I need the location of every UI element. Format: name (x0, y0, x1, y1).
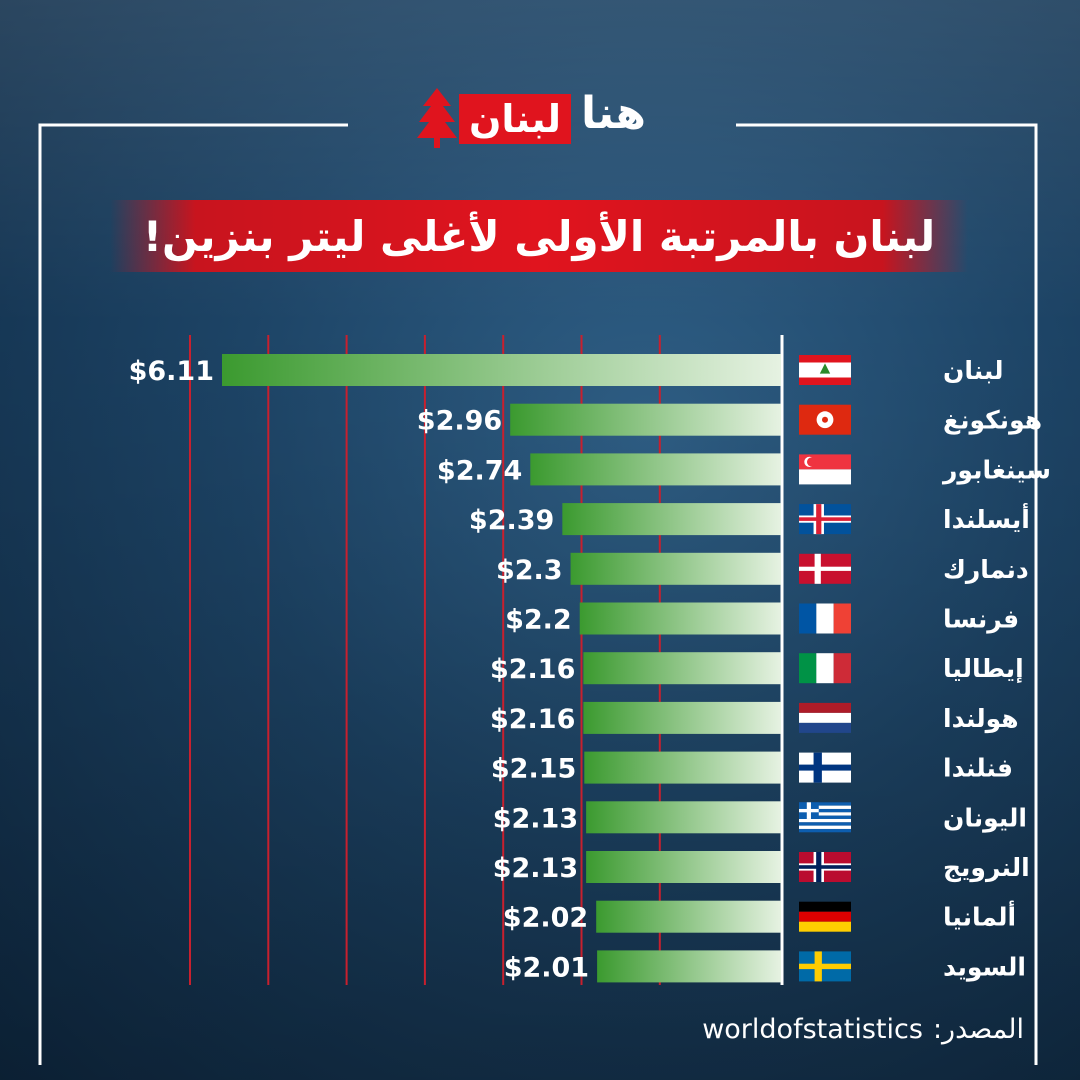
category-label: النرويج (943, 853, 1030, 883)
iceland-flag-icon (799, 504, 851, 535)
source-line: المصدر: worldofstatistics (702, 1014, 1024, 1045)
bar (222, 354, 781, 386)
bar-value-label: $2.13 (493, 803, 578, 834)
chart-title: لبنان بالمرتبة الأولى لأغلى ليتر بنزين! (142, 211, 936, 261)
category-label: فنلندا (943, 754, 1013, 783)
category-label: سينغابور (941, 455, 1051, 485)
bar (586, 851, 781, 883)
bar-value-label: $2.3 (496, 555, 563, 586)
bar (530, 453, 781, 486)
finland-flag-icon (799, 752, 851, 783)
bar (596, 900, 781, 933)
logo-red-box: لبنان (459, 94, 571, 144)
source-value: worldofstatistics (702, 1014, 923, 1045)
bar-value-label: $2.16 (490, 704, 575, 735)
bar (583, 701, 781, 734)
bar-value-label: $2.13 (493, 853, 578, 884)
category-label: أيسلندا (943, 503, 1030, 534)
category-label: هونكونغ (943, 406, 1042, 436)
bar (586, 801, 781, 834)
bar-value-label: $2.02 (503, 903, 588, 934)
bar-value-label: $2.74 (437, 455, 522, 486)
category-label: ألمانيا (943, 901, 1016, 932)
sweden-flag-icon (799, 951, 851, 982)
brand-logo: لبنان هنا (415, 84, 675, 154)
category-label: فرنسا (943, 605, 1019, 635)
bar (584, 751, 781, 784)
bar (570, 552, 781, 585)
lebanon-flag-icon (799, 355, 851, 385)
logo-text-lebanon: لبنان (469, 97, 561, 141)
hong-kong-flag-icon (799, 404, 851, 435)
bar (583, 652, 781, 685)
italy-flag-icon (799, 653, 851, 684)
bar-value-label: $2.16 (490, 654, 575, 685)
category-label: إيطاليا (943, 654, 1024, 683)
bar-value-label: $6.11 (129, 356, 214, 387)
category-label: هولندا (943, 704, 1019, 734)
norway-flag-icon (799, 852, 851, 882)
source-label: المصدر: (932, 1014, 1024, 1045)
bar (562, 503, 781, 536)
cedar-icon (417, 88, 457, 148)
title-banner (110, 200, 968, 272)
category-label: اليونان (943, 803, 1027, 833)
bar-value-label: $2.2 (505, 605, 572, 636)
category-label: لبنان (943, 356, 1004, 385)
germany-flag-icon (799, 901, 851, 932)
category-label: السويد (943, 952, 1026, 982)
logo-text-here: هنا (581, 88, 646, 139)
netherlands-flag-icon (799, 702, 851, 733)
greece-flag-icon (799, 802, 851, 833)
bar (597, 950, 781, 983)
singapore-flag-icon (799, 454, 851, 485)
bar-value-label: $2.96 (417, 406, 502, 437)
france-flag-icon (799, 603, 851, 634)
bar-value-label: $2.01 (504, 952, 589, 983)
bar (510, 403, 781, 436)
bar-value-label: $2.39 (469, 505, 554, 536)
bar (579, 602, 781, 635)
category-label: دنمارك (943, 555, 1029, 584)
bar-value-label: $2.15 (491, 754, 576, 785)
denmark-flag-icon (799, 553, 851, 584)
